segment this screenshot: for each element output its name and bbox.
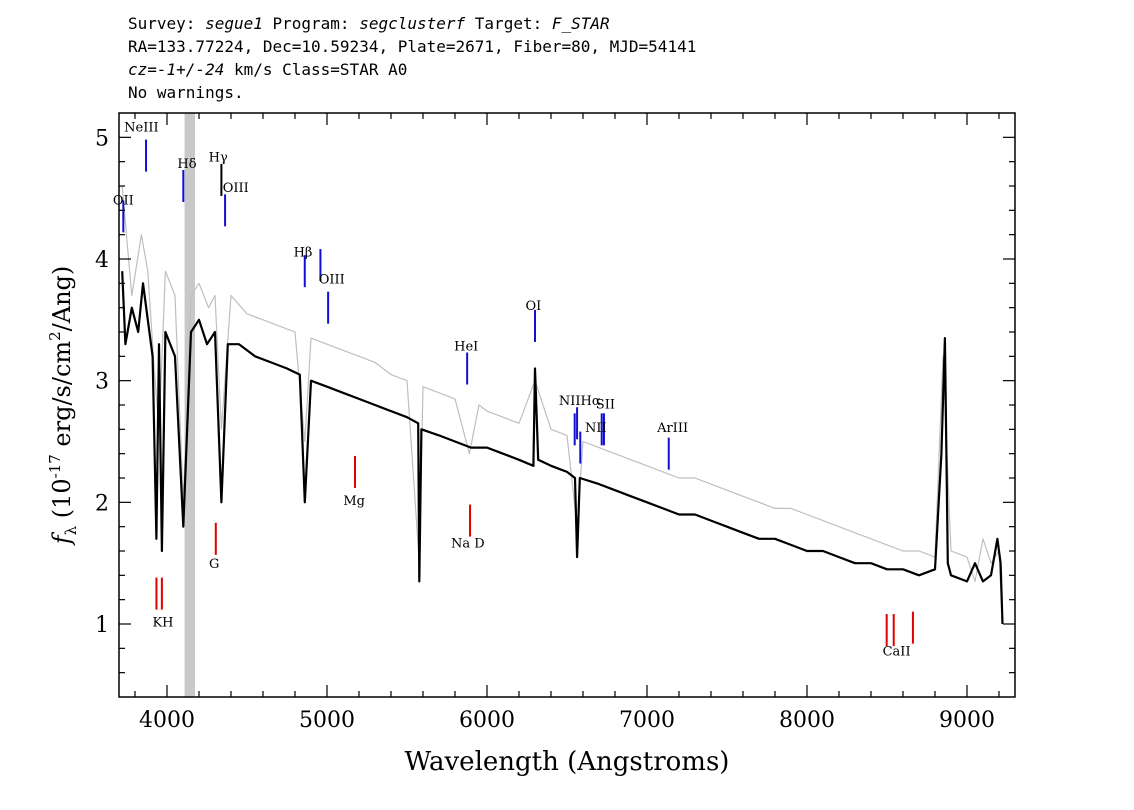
y-tick-label: 3 [95,370,109,395]
line-label: HeI [454,339,478,354]
header-line-cz: cz=-1+/-24 km/s Class=STAR A0 [128,58,696,81]
line-label: Hγ [209,151,228,166]
x-tick-label: 9000 [939,708,995,733]
survey-value: segue1 [205,14,263,33]
line-label: ArIII [656,421,688,436]
line-label: OIII [319,272,345,287]
x-tick-label: 7000 [619,708,675,733]
y-tick-label: 5 [95,126,109,151]
survey-label: Survey: [128,14,206,33]
y-axis-label: fλ (10-17 erg/s/cm2/Ang) [46,266,80,547]
x-axis-label: Wavelength (Angstroms) [405,747,730,777]
y-tick-label: 4 [95,248,109,273]
line-label: NIIHα [559,394,601,409]
line-label: OII [113,193,134,208]
y-tick-label: 2 [95,491,109,516]
series-flux [121,185,1003,625]
line-label: Hβ [294,246,313,261]
x-tick-label: 5000 [299,708,355,733]
series-best_fit [121,271,1004,625]
line-label: KH [152,615,173,630]
y-tick-label: 1 [95,613,109,638]
masked-band [184,113,195,697]
line-label: Hδ [177,157,196,172]
spectrum-header: Survey: segue1 Program: segclusterf Targ… [128,12,696,104]
line-label: OIII [223,181,249,196]
target-label: Target: [465,14,552,33]
line-label: Mg [343,494,365,509]
x-tick-label: 4000 [139,708,195,733]
program-value: segclusterf [359,14,466,33]
line-label: CaII [883,645,911,660]
line-label: Na D [451,536,485,551]
program-label: Program: [262,14,360,33]
line-label: NII [585,421,607,436]
target-value: F_STAR [551,14,610,33]
line-label: OI [526,299,542,314]
header-line-coords: RA=133.77224, Dec=10.59234, Plate=2671, … [128,37,697,56]
cz-value: cz=-1+/-24 [128,60,225,79]
line-label: SII [596,398,615,413]
header-line-survey: Survey: segue1 Program: segclusterf Targ… [128,12,696,35]
line-label: G [209,557,219,572]
header-line-warnings: No warnings. [128,83,244,102]
class-text: km/s Class=STAR A0 [224,60,408,79]
x-tick-label: 6000 [459,708,515,733]
x-tick-label: 8000 [779,708,835,733]
line-label: NeIII [124,120,158,135]
